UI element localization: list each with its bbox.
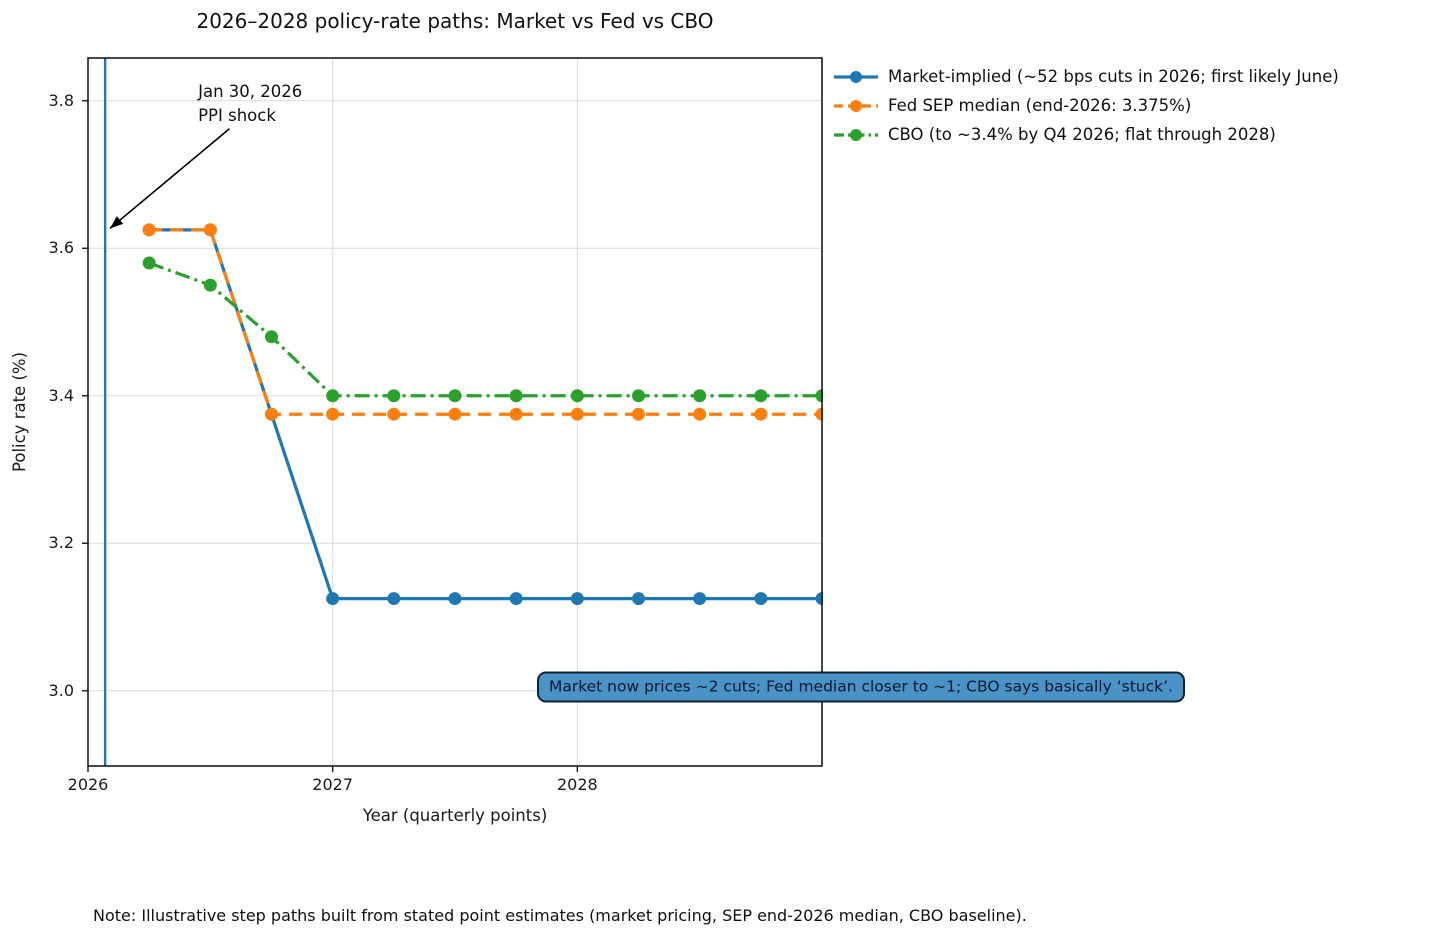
legend-label-cbo: CBO (to ~3.4% by Q4 2026; flat through 2…	[888, 125, 1276, 144]
marker-cbo	[509, 389, 523, 403]
x-tick-label: 2026	[67, 775, 109, 794]
x-axis-label: Year (quarterly points)	[362, 806, 548, 825]
marker-fed_sep_median	[203, 223, 217, 237]
event-annotation-text: Jan 30, 2026 PPI shock	[198, 82, 303, 125]
marker-fed_sep_median	[142, 223, 156, 237]
marker-fed_sep_median	[754, 407, 768, 421]
y-axis-label: Policy rate (%)	[10, 351, 29, 473]
marker-fed_sep_median	[509, 407, 523, 421]
marker-market_implied	[570, 592, 584, 606]
marker-market_implied	[448, 592, 462, 606]
marker-market_implied	[326, 592, 340, 606]
marker-market_implied	[815, 592, 823, 606]
marker-market_implied	[509, 592, 523, 606]
series-line-market_implied	[149, 228, 822, 601]
chart-title: 2026–2028 policy-rate paths: Market vs F…	[196, 9, 714, 33]
y-tick-label: 3.4	[48, 385, 74, 405]
marker-cbo	[754, 389, 768, 403]
legend-line-sample-cbo	[834, 128, 878, 141]
footnote: Note: Illustrative step paths built from…	[93, 906, 1027, 925]
marker-cbo	[326, 389, 340, 403]
legend-line-sample-fed	[834, 99, 878, 112]
marker-fed_sep_median	[448, 407, 462, 421]
annotation-arrowhead	[110, 216, 124, 229]
legend-item-cbo: CBO (to ~3.4% by Q4 2026; flat through 2…	[833, 120, 1339, 149]
marker-cbo	[448, 389, 462, 403]
y-tick-label: 3.0	[48, 680, 74, 700]
callout-box: Market now prices ~2 cuts; Fed median cl…	[536, 671, 1185, 703]
marker-fed_sep_median	[815, 407, 823, 421]
marker-fed_sep_median	[632, 407, 645, 421]
x-tick-label: 2028	[556, 775, 598, 794]
marker-cbo	[142, 256, 156, 270]
legend-line-sample-market	[834, 70, 878, 83]
marker-fed_sep_median	[265, 407, 278, 421]
marker-cbo	[815, 389, 823, 403]
series-line-fed_sep_median	[149, 228, 822, 416]
series-line-cbo	[148, 261, 822, 398]
marker-cbo	[387, 389, 401, 403]
legend-item-market-implied: Market-implied (~52 bps cuts in 2026; fi…	[833, 62, 1339, 91]
legend-item-fed-sep: Fed SEP median (end-2026: 3.375%)	[833, 91, 1339, 120]
y-tick-label: 3.6	[48, 238, 74, 258]
y-tick-label: 3.8	[48, 90, 74, 110]
marker-fed_sep_median	[693, 407, 707, 421]
marker-cbo	[632, 389, 645, 403]
annotation-arrow	[109, 128, 230, 229]
marker-cbo	[693, 389, 707, 403]
legend-label-fed: Fed SEP median (end-2026: 3.375%)	[888, 96, 1192, 115]
legend: Market-implied (~52 bps cuts in 2026; fi…	[833, 62, 1339, 149]
marker-cbo	[203, 278, 217, 292]
y-tick-label: 3.2	[48, 533, 74, 553]
marker-market_implied	[632, 592, 645, 606]
marker-cbo	[570, 389, 584, 403]
x-tick-label: 2027	[312, 775, 354, 794]
marker-fed_sep_median	[570, 407, 584, 421]
marker-market_implied	[387, 592, 401, 606]
marker-market_implied	[693, 592, 707, 606]
marker-fed_sep_median	[326, 407, 340, 421]
marker-fed_sep_median	[387, 407, 401, 421]
legend-label-market: Market-implied (~52 bps cuts in 2026; fi…	[888, 67, 1339, 86]
marker-market_implied	[754, 592, 768, 606]
marker-cbo	[265, 330, 278, 344]
